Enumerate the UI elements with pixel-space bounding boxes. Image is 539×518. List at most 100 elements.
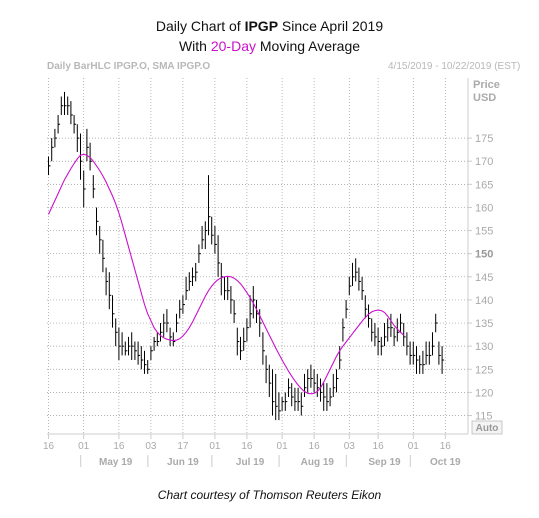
auto-scale-box bbox=[471, 420, 503, 435]
y-tick-label: 125 bbox=[475, 364, 493, 376]
x-day-label: 01 bbox=[78, 441, 90, 452]
price-bar bbox=[412, 341, 416, 365]
price-bar bbox=[294, 387, 297, 411]
price-bar bbox=[115, 318, 118, 347]
price-bar bbox=[224, 276, 227, 300]
price-bar bbox=[243, 327, 246, 351]
x-day-label: 16 bbox=[309, 441, 321, 452]
x-day-label: 16 bbox=[373, 441, 385, 452]
x-day-label: 03 bbox=[344, 441, 356, 452]
price-bar bbox=[268, 364, 272, 398]
y-tick-label: 170 bbox=[475, 156, 493, 168]
x-month-label: Sep 19 bbox=[368, 457, 401, 468]
price-bar bbox=[108, 272, 112, 310]
price-bar bbox=[105, 267, 109, 296]
y-axis-title: USD bbox=[473, 92, 496, 104]
price-bar bbox=[54, 128, 57, 148]
price-bar bbox=[284, 392, 288, 411]
price-bar bbox=[76, 124, 80, 152]
price-bar bbox=[236, 327, 240, 356]
price-bar bbox=[51, 138, 54, 162]
price-bar bbox=[220, 262, 224, 296]
price-bar bbox=[92, 175, 96, 199]
price-bar bbox=[160, 323, 163, 342]
price-bar bbox=[73, 114, 77, 134]
price-bar bbox=[233, 299, 237, 324]
price-bar bbox=[67, 96, 70, 115]
price-bar bbox=[246, 318, 249, 342]
price-bar bbox=[406, 332, 409, 356]
price-bar bbox=[60, 96, 64, 115]
price-bar bbox=[384, 323, 387, 347]
y-tick-label: 150 bbox=[475, 249, 493, 261]
price-bar bbox=[121, 332, 125, 356]
price-bar bbox=[211, 216, 214, 245]
price-bar bbox=[195, 262, 198, 282]
price-bar bbox=[150, 346, 153, 361]
price-bar bbox=[265, 355, 269, 384]
price-bar bbox=[364, 295, 368, 319]
sma-period: 20-Day bbox=[210, 38, 256, 54]
price-bar bbox=[156, 332, 160, 347]
price-bar bbox=[201, 225, 205, 250]
price-bar bbox=[102, 239, 105, 273]
price-bar bbox=[320, 378, 323, 402]
price-bar bbox=[368, 304, 371, 328]
price-bar bbox=[352, 262, 355, 287]
price-bar bbox=[64, 91, 67, 115]
x-day-label: 17 bbox=[177, 441, 189, 452]
price-bar bbox=[128, 336, 131, 356]
price-bar bbox=[80, 133, 83, 180]
price-bar bbox=[288, 378, 291, 398]
price-bar bbox=[118, 327, 121, 361]
price-bar bbox=[428, 341, 432, 365]
price-bar bbox=[70, 101, 73, 125]
price-bar bbox=[48, 156, 51, 176]
auto-scale-label: Auto bbox=[476, 423, 499, 434]
x-month-label: Oct 19 bbox=[430, 457, 461, 468]
price-bar bbox=[137, 341, 141, 365]
price-bar bbox=[198, 244, 201, 263]
x-day-label: 03 bbox=[145, 441, 157, 452]
price-bar bbox=[262, 332, 265, 365]
y-tick-label: 160 bbox=[475, 202, 493, 214]
price-bar bbox=[281, 397, 285, 411]
price-bar bbox=[134, 341, 137, 361]
date-range: 4/15/2019 - 10/22/2019 (EST) bbox=[388, 61, 521, 72]
price-bar bbox=[358, 267, 361, 291]
grid bbox=[47, 78, 468, 434]
price-bar bbox=[131, 332, 134, 361]
x-day-label: 01 bbox=[277, 441, 289, 452]
price-bar bbox=[377, 327, 381, 356]
price-bar bbox=[390, 313, 393, 337]
x-day-label: 16 bbox=[241, 441, 253, 452]
price-bar bbox=[185, 276, 189, 300]
y-tick-label: 120 bbox=[475, 387, 493, 399]
price-bar bbox=[256, 299, 259, 324]
x-month-label: Jun 19 bbox=[167, 457, 199, 468]
price-bar bbox=[99, 225, 102, 254]
price-bar bbox=[57, 114, 61, 134]
y-tick-label: 115 bbox=[475, 411, 493, 423]
price-bar bbox=[252, 286, 256, 319]
price-bar bbox=[217, 235, 221, 277]
y-tick-label: 145 bbox=[475, 272, 493, 284]
price-bar bbox=[329, 387, 333, 407]
price-bar bbox=[96, 207, 99, 236]
price-bar bbox=[230, 286, 233, 314]
x-month-label: Aug 19 bbox=[301, 457, 335, 468]
price-bar bbox=[259, 309, 262, 337]
x-day-label: 01 bbox=[209, 441, 221, 452]
price-bar bbox=[204, 221, 208, 250]
price-bar bbox=[361, 276, 365, 300]
price-bar bbox=[441, 346, 445, 374]
price-bar bbox=[438, 341, 441, 365]
y-tick-label: 135 bbox=[475, 318, 493, 330]
price-bar bbox=[192, 267, 195, 287]
price-bar bbox=[396, 318, 400, 342]
price-bar bbox=[371, 318, 374, 342]
price-bar bbox=[83, 170, 86, 208]
price-bar bbox=[304, 373, 307, 398]
price-bar bbox=[326, 383, 329, 411]
sma-20-line bbox=[48, 153, 405, 395]
